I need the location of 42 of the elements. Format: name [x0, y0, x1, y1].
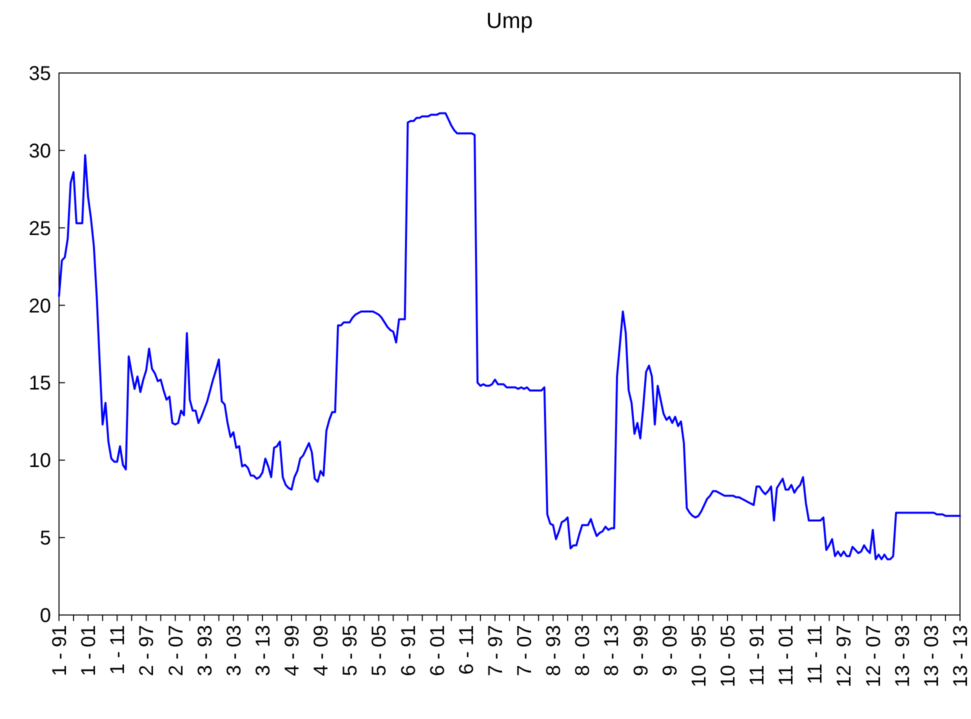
x-tick-label: 1 - 11: [107, 625, 130, 675]
x-tick-label: 2 - 97: [136, 625, 158, 676]
x-tick-label: 7 - 97: [484, 625, 507, 676]
x-tick-label: 6 - 11: [456, 625, 478, 675]
x-tick-label: 2 - 07: [165, 625, 188, 676]
x-tick-label: 8 - 03: [572, 625, 594, 676]
x-tick-label: 9 - 99: [630, 625, 652, 676]
x-tick-label: 13 - 03: [920, 625, 943, 688]
x-tick-label: 5 - 05: [368, 625, 391, 676]
x-tick-label: 8 - 13: [601, 625, 624, 676]
chart-title: Ump: [486, 8, 533, 33]
y-tick-label: 25: [28, 218, 51, 240]
x-tick-label: 10 - 05: [717, 625, 740, 688]
x-tick-label: 11 - 91: [746, 625, 769, 686]
x-tick-label: 13 - 93: [892, 625, 914, 688]
x-tick-label: 11 - 01: [776, 625, 798, 686]
x-tick-label: 11 - 11: [804, 625, 827, 684]
x-tick-label: 8 - 93: [543, 625, 566, 676]
x-tick-label: 6 - 91: [398, 625, 420, 676]
x-tick-label: 4 - 99: [282, 625, 304, 676]
x-tick-label: 4 - 09: [310, 625, 333, 676]
x-tick-label: 1 - 91: [49, 625, 71, 676]
y-tick-label: 5: [40, 528, 51, 550]
x-tick-label: 12 - 97: [834, 625, 856, 688]
x-tick-label: 6 - 01: [426, 625, 449, 676]
y-tick-label: 35: [28, 63, 51, 85]
x-tick-label: 3 - 93: [194, 625, 216, 676]
x-tick-label: 7 - 07: [514, 625, 536, 676]
x-tick-label: 10 - 95: [688, 625, 710, 688]
y-tick-label: 20: [28, 295, 51, 318]
y-tick-label: 15: [28, 372, 51, 395]
x-tick-label: 12 - 07: [862, 625, 885, 688]
x-tick-label: 3 - 03: [223, 625, 246, 676]
x-tick-label: 5 - 95: [340, 625, 362, 676]
x-tick-label: 9 - 09: [659, 625, 682, 676]
x-tick-label: 3 - 13: [252, 625, 274, 676]
x-tick-label: 13 - 13: [950, 625, 971, 688]
y-tick-label: 0: [40, 605, 51, 627]
x-tick-label: 1 - 01: [78, 625, 100, 676]
line-series: [58, 112, 961, 560]
y-tick-label: 10: [28, 450, 51, 472]
y-tick-label: 30: [28, 140, 51, 162]
